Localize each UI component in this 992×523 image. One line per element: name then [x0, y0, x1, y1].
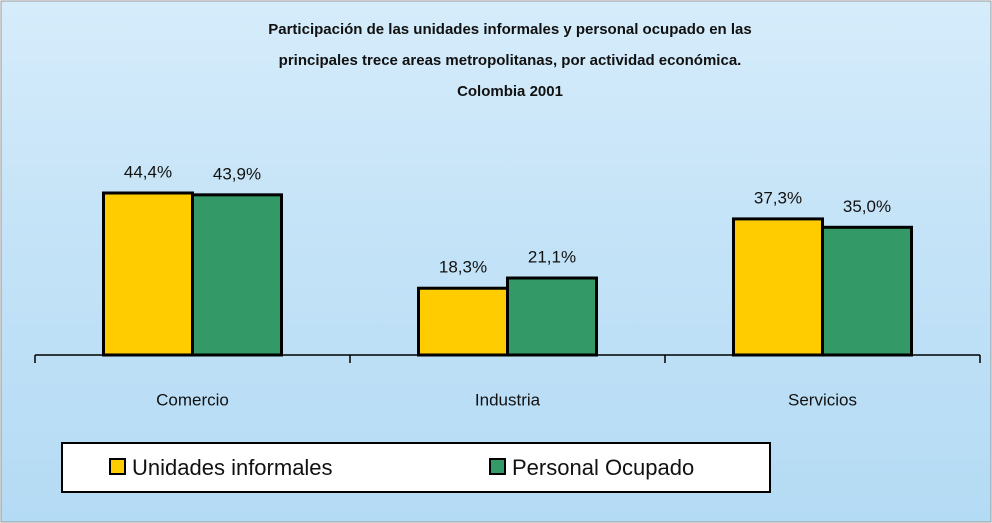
legend-swatch	[109, 458, 126, 475]
chart-title: Participación de las unidades informales…	[268, 21, 751, 38]
data-label: 44,4%	[124, 162, 172, 181]
legend-label: Unidades informales	[132, 455, 333, 480]
chart-title: Colombia 2001	[457, 83, 563, 100]
legend-swatch	[489, 458, 506, 475]
x-tick-label: Servicios	[788, 390, 857, 409]
bar	[102, 191, 194, 357]
data-label: 18,3%	[439, 258, 487, 277]
x-tick-label: Industria	[475, 390, 541, 409]
legend-box	[61, 442, 771, 493]
data-label: 37,3%	[754, 188, 802, 207]
bar	[732, 217, 824, 357]
x-tick-label: Comercio	[156, 390, 229, 409]
data-label: 35,0%	[843, 197, 891, 216]
bar	[417, 286, 509, 357]
bar	[506, 276, 598, 357]
chart-title: principales trece areas metropolitanas, …	[279, 52, 742, 69]
data-label: 21,1%	[528, 247, 576, 266]
data-label: 43,9%	[213, 164, 261, 183]
bar	[821, 225, 913, 357]
bar	[191, 193, 283, 357]
legend-label: Personal Ocupado	[512, 455, 694, 480]
